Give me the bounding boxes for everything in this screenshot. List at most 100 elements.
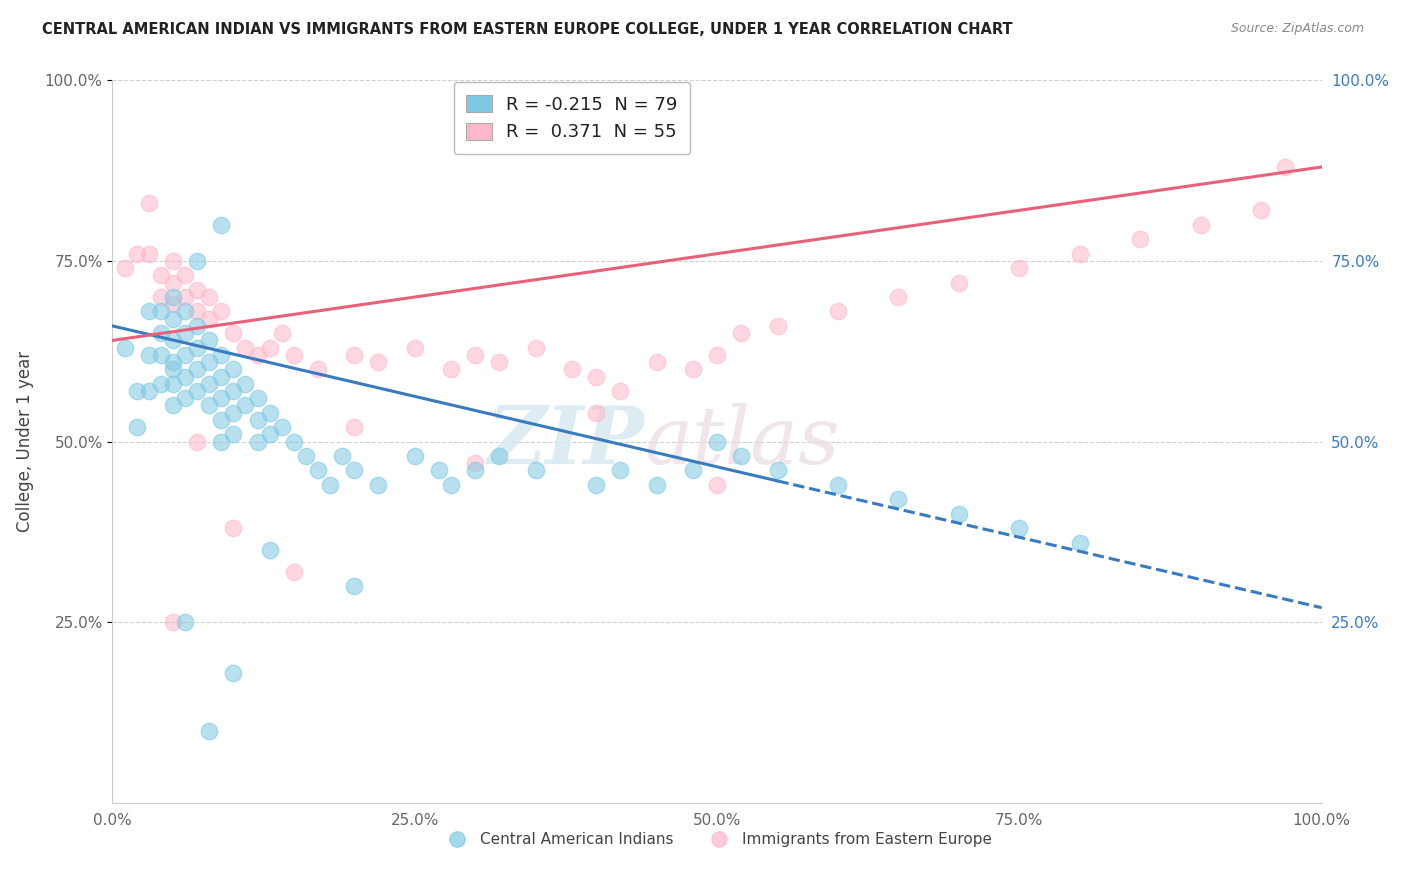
Point [138,348,160,362]
Point [162,355,184,369]
Point [307,463,329,477]
Point [948,507,970,521]
Text: Source: ZipAtlas.com: Source: ZipAtlas.com [1230,22,1364,36]
Point [706,348,728,362]
Point [198,334,221,348]
Point [162,615,184,630]
Y-axis label: College, Under 1 year: College, Under 1 year [15,351,34,533]
Point [186,283,208,297]
Point [149,290,172,304]
Point [1008,261,1031,276]
Point [138,304,160,318]
Point [440,478,463,492]
Point [162,253,184,268]
Point [186,434,208,449]
Point [766,318,789,333]
Point [138,384,160,398]
Point [307,362,329,376]
Point [209,304,232,318]
Point [270,420,292,434]
Point [198,376,221,391]
Point [367,355,389,369]
Point [246,391,269,405]
Point [125,246,148,260]
Point [174,391,197,405]
Point [149,348,172,362]
Point [464,456,486,470]
Point [174,369,197,384]
Point [283,565,305,579]
Point [488,355,510,369]
Point [222,406,245,420]
Point [524,463,547,477]
Point [827,304,849,318]
Point [427,463,450,477]
Point [343,579,366,593]
Point [283,434,305,449]
Point [887,290,910,304]
Point [162,311,184,326]
Point [174,615,197,630]
Point [198,290,221,304]
Point [209,391,232,405]
Point [730,449,752,463]
Point [330,449,353,463]
Point [319,478,342,492]
Point [1069,246,1091,260]
Point [186,253,208,268]
Text: CENTRAL AMERICAN INDIAN VS IMMIGRANTS FROM EASTERN EUROPE COLLEGE, UNDER 1 YEAR : CENTRAL AMERICAN INDIAN VS IMMIGRANTS FR… [42,22,1012,37]
Point [186,362,208,376]
Point [235,341,257,355]
Point [343,348,366,362]
Point [585,369,607,384]
Point [235,398,257,412]
Point [259,542,281,557]
Point [149,304,172,318]
Point [174,326,197,340]
Text: atlas: atlas [644,403,839,480]
Point [585,478,607,492]
Point [404,341,426,355]
Point [440,362,463,376]
Point [222,362,245,376]
Point [235,376,257,391]
Point [162,362,184,376]
Point [198,723,221,738]
Point [682,362,704,376]
Point [162,334,184,348]
Legend: Central American Indians, Immigrants from Eastern Europe: Central American Indians, Immigrants fro… [436,826,998,853]
Point [222,665,245,680]
Point [162,297,184,311]
Point [1069,535,1091,549]
Point [114,261,136,276]
Point [209,413,232,427]
Point [149,376,172,391]
Point [149,268,172,283]
Point [1250,203,1272,218]
Point [827,478,849,492]
Point [887,492,910,507]
Point [766,463,789,477]
Point [246,434,269,449]
Point [209,434,232,449]
Point [367,478,389,492]
Point [259,406,281,420]
Point [682,463,704,477]
Point [138,196,160,211]
Text: ZIP: ZIP [488,403,644,480]
Point [645,355,668,369]
Point [295,449,318,463]
Point [186,384,208,398]
Point [561,362,583,376]
Point [343,420,366,434]
Point [730,326,752,340]
Point [125,384,148,398]
Point [114,341,136,355]
Point [259,427,281,442]
Point [259,341,281,355]
Point [524,341,547,355]
Point [609,463,631,477]
Point [1189,218,1212,232]
Point [222,384,245,398]
Point [488,449,510,463]
